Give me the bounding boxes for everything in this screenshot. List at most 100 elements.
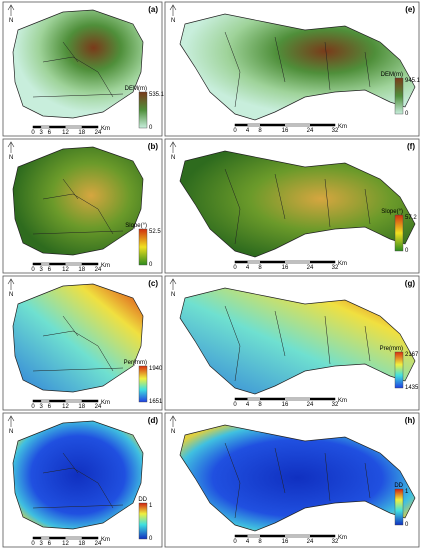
scale-tick-label: 8	[258, 402, 262, 408]
legend-bar	[394, 214, 404, 252]
scale-segment	[81, 537, 98, 539]
legend-title: Per(mm)	[124, 360, 147, 366]
panel-label: (h)	[405, 416, 416, 425]
legend-bar	[394, 488, 404, 526]
scale-tick-label: 24	[307, 539, 314, 545]
scale-tick-label: 0	[233, 128, 237, 134]
scale-tick-label: 6	[48, 404, 52, 410]
map-area	[179, 287, 416, 395]
scale-unit: Km	[338, 535, 347, 541]
panel-label: (e)	[405, 5, 415, 14]
north-arrow	[169, 141, 177, 153]
map-area	[12, 146, 144, 256]
district-boundaries	[224, 442, 371, 519]
north-label: N	[171, 292, 175, 298]
scale-unit: Km	[338, 124, 347, 130]
legend-title: DEM(m)	[381, 72, 403, 78]
north-label: N	[171, 429, 175, 435]
north-arrow	[7, 278, 15, 290]
scale-tick-label: 16	[282, 539, 289, 545]
scale-unit: Km	[338, 398, 347, 404]
scale-segment	[33, 126, 42, 128]
legend-min: 1651	[149, 399, 163, 405]
scale-tick-label: 8	[258, 539, 262, 545]
panel-label: (f)	[407, 142, 415, 151]
scale-segment	[260, 124, 285, 126]
scale-unit: Km	[101, 537, 110, 543]
scale-segment	[49, 400, 66, 402]
scale-tick-label: 24	[95, 541, 102, 547]
legend-bar	[138, 228, 148, 266]
scale-tick-label: 12	[62, 267, 69, 273]
legend-bar	[138, 91, 148, 129]
scale-tick-label: 18	[78, 404, 85, 410]
scale-tick-label: 4	[246, 402, 250, 408]
scale-unit: Km	[101, 126, 110, 132]
scale-tick-label: 0	[31, 541, 35, 547]
legend-bar	[138, 502, 148, 540]
district-boundaries	[224, 168, 371, 245]
scale-tick-label: 12	[62, 541, 69, 547]
north-label: N	[9, 18, 13, 24]
scale-tick-label: 6	[48, 541, 52, 547]
scale-tick-label: 0	[31, 404, 35, 410]
north-label: N	[9, 155, 13, 161]
north-arrow	[169, 4, 177, 16]
legend-min: 0	[149, 536, 153, 542]
scale-tick-label: 16	[282, 265, 289, 271]
legend-min: 1435	[405, 385, 419, 391]
scale-tick-label: 24	[307, 128, 314, 134]
scale-segment	[33, 537, 42, 539]
scale-tick-label: 16	[282, 128, 289, 134]
legend-max: 2167	[405, 352, 419, 358]
scale-tick-label: 32	[332, 128, 339, 134]
scale-tick-label: 0	[233, 402, 237, 408]
scale-segment	[235, 261, 248, 263]
scale-tick-label: 18	[78, 267, 85, 273]
scale-unit: Km	[101, 263, 110, 269]
scale-segment	[260, 398, 285, 400]
scale-segment	[49, 263, 66, 265]
scale-segment	[260, 535, 285, 537]
legend-max: 57.2	[405, 215, 417, 221]
legend-bar	[394, 351, 404, 389]
legend-bar	[394, 77, 404, 115]
scale-segment	[310, 124, 335, 126]
legend-min: 0	[149, 262, 153, 268]
scale-segment	[235, 124, 248, 126]
panel-label: (c)	[148, 279, 158, 288]
scale-tick-label: 4	[246, 265, 250, 271]
scale-tick-label: 24	[95, 404, 102, 410]
scale-segment	[49, 126, 66, 128]
legend-max: 945.1	[405, 78, 421, 84]
north-label: N	[171, 18, 175, 24]
scale-tick-label: 24	[95, 130, 102, 136]
scale-tick-label: 12	[62, 404, 69, 410]
north-label: N	[171, 155, 175, 161]
scale-tick-label: 32	[332, 402, 339, 408]
legend-title: DEM(m)	[125, 86, 147, 92]
legend-max: 535.1	[149, 92, 165, 98]
legend-title: Slope(°)	[125, 223, 147, 229]
scale-segment	[81, 263, 98, 265]
legend-max: 1940	[149, 366, 163, 372]
scale-tick-label: 24	[95, 267, 102, 273]
scale-tick-label: 0	[233, 265, 237, 271]
scale-tick-label: 12	[62, 130, 69, 136]
legend-bar	[138, 365, 148, 403]
scale-segment	[310, 398, 335, 400]
scale-segment	[49, 537, 66, 539]
legend-min: 0	[149, 125, 153, 131]
scale-tick-label: 18	[78, 541, 85, 547]
legend-title: DD	[138, 497, 147, 503]
scale-tick-label: 16	[282, 402, 289, 408]
north-arrow	[7, 141, 15, 153]
map-area	[12, 283, 144, 393]
scale-tick-label: 6	[48, 267, 52, 273]
scale-segment	[310, 535, 335, 537]
